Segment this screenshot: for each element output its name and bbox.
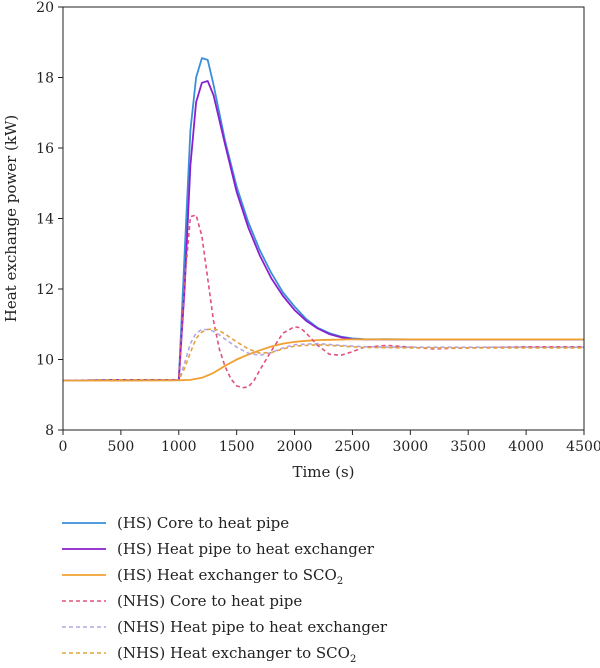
y-tick-label: 20 [36,0,54,16]
y-tick-label: 12 [36,282,54,298]
y-tick-label: 8 [45,423,54,439]
legend-label-2: (HS) Heat pipe to heat exchanger [117,540,375,558]
legend-label-1: (HS) Core to heat pipe [117,514,289,532]
x-tick-label: 4500 [566,439,600,455]
x-axis-label: Time (s) [292,463,354,481]
series-line-5 [62,328,584,382]
series-line-3 [63,338,584,382]
plot-frame [62,6,585,431]
x-tick-label: 4000 [508,439,544,455]
x-axis: 0 500 1000 1500 2000 2500 3000 3500 4000 4500 [59,430,600,455]
series-line-2 [62,80,584,382]
y-axis: 8 10 12 14 16 18 20 [36,0,63,439]
x-tick-label: 1000 [161,439,197,455]
x-tick-label: 3500 [450,439,486,455]
legend: (HS) Core to heat pipe (HS) Heat pipe to … [62,514,388,665]
legend-label-4: (NHS) Core to heat pipe [117,592,302,610]
x-tick-label: 2000 [277,439,313,455]
y-axis-label: Heat exchange power (kW) [2,115,20,322]
plot-series [62,57,584,389]
x-tick-label: 0 [59,439,68,455]
legend-label-6: (NHS) Heat exchanger to SCO2 [117,644,356,665]
x-tick-label: 500 [108,439,135,455]
series-line-6 [62,327,584,382]
legend-label-3: (HS) Heat exchanger to SCO2 [117,566,343,587]
legend-label-5: (NHS) Heat pipe to heat exchanger [117,618,388,636]
y-tick-label: 14 [36,212,54,228]
y-tick-label: 18 [36,71,54,87]
series-line-4 [62,214,584,389]
x-tick-label: 1500 [219,439,255,455]
y-tick-label: 10 [36,353,54,369]
y-tick-label: 16 [36,141,54,157]
x-tick-label: 3000 [393,439,429,455]
x-tick-label: 2500 [335,439,371,455]
